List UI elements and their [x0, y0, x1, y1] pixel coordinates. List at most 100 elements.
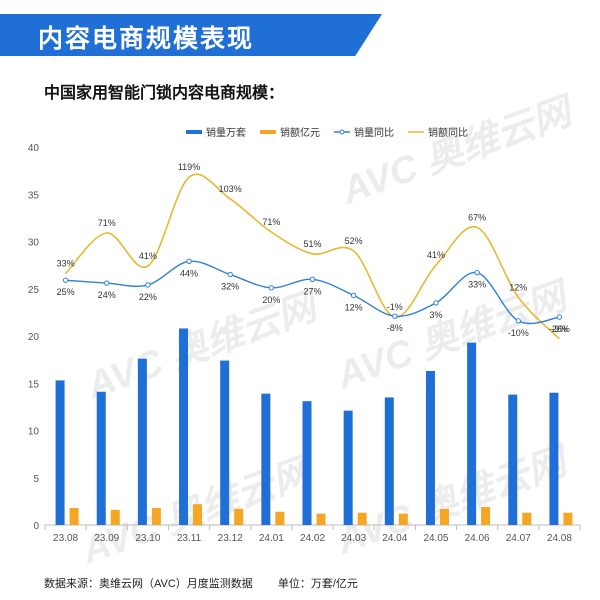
point-volume-yoy [268, 285, 275, 291]
x-tick-label: 24.03 [341, 533, 366, 544]
data-label-amount-yoy: 41% [427, 250, 445, 260]
x-tick-label: 24.04 [382, 533, 407, 544]
legend-swatch-bar-blue [186, 129, 202, 134]
bar-sales-volume [55, 380, 65, 525]
bar-sales-amount [522, 512, 532, 525]
data-label-volume-yoy: 20% [262, 295, 280, 305]
footer: 数据来源：奥维云网（AVC）月度监测数据 单位：万套/亿元 [44, 575, 358, 591]
data-label-volume-yoy: 33% [468, 280, 486, 290]
point-volume-yoy [309, 276, 316, 282]
point-volume-yoy [392, 313, 398, 319]
legend-label: 销量同比 [354, 128, 394, 139]
bar-sales-amount [110, 509, 120, 525]
bar-sales-volume [508, 394, 518, 525]
bar-sales-volume [302, 401, 312, 525]
point-volume-yoy [556, 314, 563, 320]
bar-sales-volume [137, 358, 147, 525]
y-tick-label: 20 [28, 332, 40, 343]
x-tick-label: 24.06 [465, 533, 490, 544]
x-tick-label: 24.02 [300, 533, 325, 544]
y-tick-label: 0 [33, 521, 39, 532]
x-tick-label: 24.01 [259, 533, 284, 544]
data-label-volume-yoy: 22% [139, 292, 157, 302]
x-tick-label: 23.09 [94, 533, 119, 544]
data-label-amount-yoy: 103% [219, 184, 242, 194]
legend-item-amount-yoy: 销额同比 [408, 124, 468, 139]
line-amount-yoy [64, 173, 560, 340]
bar-sales-amount [193, 504, 203, 525]
x-tick-label: 23.08 [53, 533, 78, 544]
y-tick-label: 30 [28, 238, 40, 249]
bar-sales-amount [481, 507, 491, 525]
point-volume-yoy [227, 271, 233, 278]
bar-sales-amount [563, 512, 573, 525]
data-label-amount-yoy: 119% [178, 162, 200, 172]
point-volume-yoy [186, 258, 192, 265]
bar-sales-amount [439, 508, 449, 525]
x-tick-label: 23.10 [135, 533, 160, 544]
bar-sales-volume [467, 342, 477, 525]
legend-swatch-bar-orange [260, 129, 276, 134]
y-tick-label: 35 [28, 190, 40, 201]
bar-sales-amount [69, 507, 79, 525]
data-label-volume-yoy: 3% [429, 310, 442, 320]
point-volume-yoy [515, 318, 521, 324]
data-label-amount-yoy: -1% [387, 302, 403, 312]
point-volume-yoy [104, 280, 110, 286]
bar-sales-volume [96, 391, 106, 525]
legend-label: 销额同比 [428, 128, 468, 139]
data-label-volume-yoy: -9% [551, 324, 567, 334]
y-tick-label: 15 [28, 379, 40, 390]
data-label-volume-yoy: 25% [57, 287, 75, 297]
point-volume-yoy [433, 300, 439, 306]
data-label-amount-yoy: 12% [509, 282, 527, 292]
y-tick-label: 5 [33, 474, 39, 485]
data-label-amount-yoy: 52% [345, 236, 363, 246]
x-tick-label: 24.05 [423, 533, 448, 544]
y-tick-label: 40 [28, 143, 40, 154]
data-label-volume-yoy: 32% [221, 282, 239, 292]
legend-label: 销额亿元 [280, 128, 320, 139]
bar-sales-volume [384, 397, 394, 525]
bar-sales-volume [261, 393, 271, 525]
bar-sales-amount [398, 513, 408, 525]
bar-sales-amount [151, 507, 161, 525]
data-label-amount-yoy: 51% [303, 239, 321, 249]
chart-title: 中国家用智能门锁内容电商规模： [44, 85, 285, 102]
legend-item-sales-amount: 销额亿元 [260, 124, 320, 139]
data-label-volume-yoy: -10% [508, 328, 529, 338]
point-volume-yoy [350, 292, 357, 299]
x-tick-label: 24.08 [547, 533, 572, 544]
bar-sales-amount [275, 511, 285, 525]
bar-sales-volume [220, 360, 230, 525]
data-source: 数据来源：奥维云网（AVC）月度监测数据 [44, 578, 253, 590]
bar-sales-amount [234, 508, 244, 525]
point-volume-yoy [145, 282, 151, 288]
legend-swatch-line-gold [408, 130, 424, 133]
legend-item-volume-yoy: 销量同比 [334, 124, 394, 139]
bar-sales-volume [343, 410, 353, 525]
data-label-amount-yoy: 41% [139, 251, 157, 261]
point-volume-yoy [62, 277, 69, 283]
x-tick-label: 23.11 [177, 533, 202, 544]
data-label-amount-yoy: 33% [57, 259, 75, 269]
bar-sales-volume [179, 328, 189, 525]
data-label-volume-yoy: 44% [180, 268, 198, 278]
legend-label: 销量万套 [206, 128, 246, 139]
bar-sales-volume [425, 370, 435, 525]
page-title: 内容电商规模表现 [38, 25, 255, 53]
x-tick-label: 24.07 [506, 533, 531, 544]
y-tick-label: 10 [28, 427, 40, 438]
legend-swatch-line-blue [334, 129, 350, 134]
bar-sales-volume [549, 392, 559, 525]
legend-item-sales-volume: 销量万套 [186, 124, 246, 139]
data-label-amount-yoy: 71% [262, 217, 280, 227]
header-banner: 内容电商规模表现 [0, 14, 382, 56]
point-volume-yoy [474, 269, 480, 276]
data-label-volume-yoy: -8% [387, 323, 403, 333]
data-label-amount-yoy: 71% [98, 218, 116, 228]
data-label-amount-yoy: 67% [468, 212, 486, 222]
data-label-volume-yoy: 27% [303, 286, 321, 296]
data-label-volume-yoy: 12% [345, 302, 363, 312]
